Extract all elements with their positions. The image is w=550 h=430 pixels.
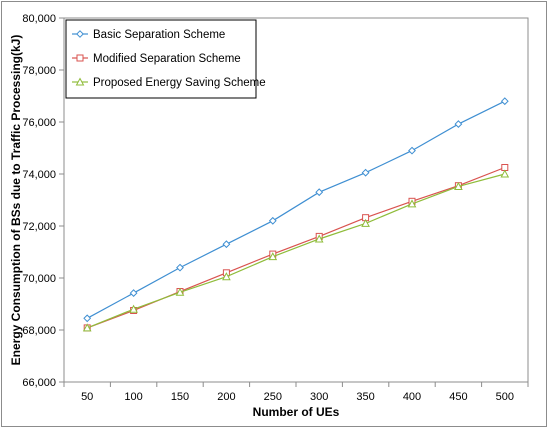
y-tick-label: 70,000 <box>22 273 56 285</box>
x-tick-label: 400 <box>403 391 421 403</box>
x-tick-label: 300 <box>310 391 328 403</box>
data-point <box>129 289 138 297</box>
x-tick-label: 250 <box>264 391 282 403</box>
data-point <box>129 304 138 313</box>
y-tick-label: 68,000 <box>22 325 56 337</box>
y-tick-label: 72,000 <box>22 221 56 233</box>
legend-label: Basic Separation Scheme <box>93 29 225 41</box>
data-point <box>407 199 417 208</box>
data-point <box>454 181 463 190</box>
legend: Basic Separation Scheme Modified Separati… <box>65 19 266 99</box>
data-point <box>408 146 416 155</box>
legend-marker <box>75 77 85 86</box>
legend-marker <box>76 54 84 62</box>
x-axis-title: Number of UEs <box>253 405 340 419</box>
legend-label: Proposed Energy Saving Scheme <box>93 77 266 89</box>
x-tick-label: 350 <box>356 391 374 403</box>
x-tick-label: 450 <box>449 391 467 403</box>
data-point <box>268 252 278 261</box>
series-layer <box>82 97 510 332</box>
data-point <box>500 97 509 106</box>
y-axis-title: Energy Consumption of BSs due to Traffic… <box>9 35 23 366</box>
x-tick-label: 100 <box>124 391 142 403</box>
x-axis-ticks: 50 100 150 200 250 300 350 400 450 500 <box>63 382 529 403</box>
x-tick-label: 150 <box>171 391 189 403</box>
data-point <box>82 323 92 332</box>
legend-label: Modified Separation Scheme <box>93 53 241 65</box>
x-tick-label: 500 <box>496 391 514 403</box>
y-tick-label: 66,000 <box>22 377 56 389</box>
y-axis-ticks: 66,000 68,000 70,000 72,000 74,000 76,000 78,0… <box>22 13 64 389</box>
data-point <box>315 188 324 197</box>
data-point <box>314 234 324 243</box>
data-point <box>222 240 231 249</box>
data-point <box>500 169 510 178</box>
x-tick-label: 50 <box>81 391 93 403</box>
series-diamond <box>83 97 509 323</box>
data-point <box>361 218 370 227</box>
y-tick-label: 76,000 <box>22 117 56 129</box>
series-line <box>86 100 506 319</box>
series-triangle <box>82 169 510 332</box>
y-tick-label: 78,000 <box>22 65 56 77</box>
y-tick-label: 80,000 <box>22 13 56 25</box>
legend-box <box>65 19 257 99</box>
data-point <box>222 272 231 281</box>
legend-marker <box>76 30 84 38</box>
data-point <box>268 216 277 225</box>
series-line <box>86 173 505 329</box>
data-point <box>175 287 185 296</box>
y-tick-label: 74,000 <box>22 169 56 181</box>
x-tick-label: 200 <box>217 391 235 403</box>
data-point <box>83 314 92 323</box>
data-point <box>176 263 184 272</box>
data-point <box>454 120 463 128</box>
data-point <box>361 168 370 177</box>
